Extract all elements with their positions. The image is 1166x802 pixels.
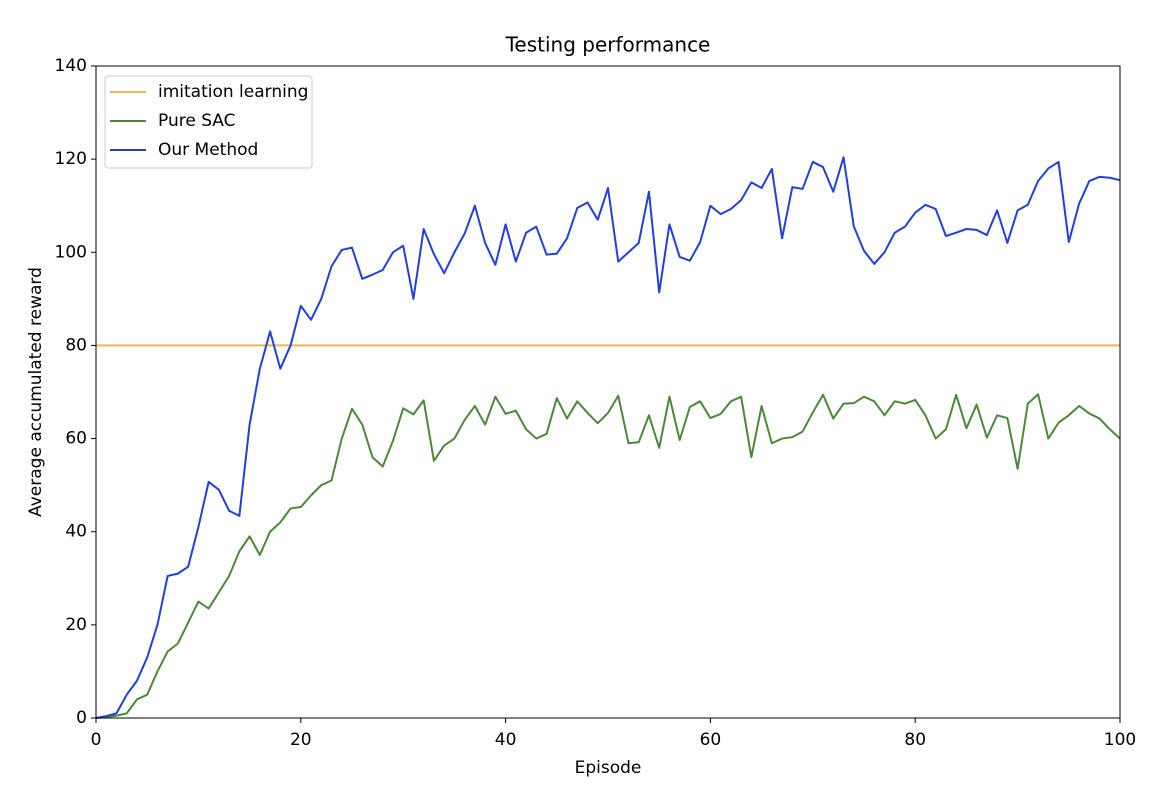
y-tick-label: 20	[65, 615, 87, 635]
y-tick-label: 60	[65, 429, 87, 449]
data-line	[95, 156, 1121, 719]
y-tick-label: 140	[55, 56, 87, 76]
y-tick-label: 80	[65, 335, 87, 355]
y-tick-label: 0	[76, 708, 87, 728]
legend-label: imitation learning	[158, 82, 308, 102]
legend-label: Pure SAC	[158, 111, 236, 131]
y-tick-label: 100	[55, 242, 87, 262]
chart-title: Testing performance	[505, 33, 711, 57]
plot-frame	[95, 65, 1121, 719]
x-tick-label: 100	[1104, 730, 1136, 750]
x-tick-label: 80	[904, 730, 926, 750]
legend-box	[104, 75, 313, 169]
x-tick-label: 20	[290, 730, 312, 750]
x-axis-label: Episode	[575, 758, 642, 778]
legend-label: Our Method	[158, 140, 258, 160]
x-tick-label: 0	[91, 730, 102, 750]
y-tick-label: 120	[55, 149, 87, 169]
x-tick-label: 60	[700, 730, 722, 750]
data-line	[95, 393, 1121, 719]
x-tick-label: 40	[495, 730, 517, 750]
y-axis-label: Average accumulated reward	[26, 267, 46, 517]
y-tick-label: 40	[65, 522, 87, 542]
